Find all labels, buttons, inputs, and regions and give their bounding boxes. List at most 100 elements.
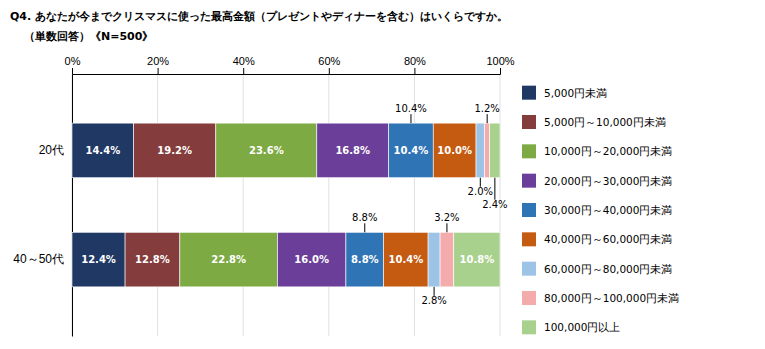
annotation: 2.8% (421, 287, 446, 306)
bar (384, 232, 429, 287)
tick: 60% (318, 55, 340, 74)
tick: 0% (65, 55, 81, 74)
annotation: 2.0% (468, 178, 493, 197)
leader-line (446, 223, 447, 232)
legend-swatch (522, 232, 536, 246)
bar (440, 232, 454, 287)
bar (180, 232, 278, 287)
grid (72, 74, 500, 336)
data-label: 16.0% (294, 254, 329, 265)
data-label: 10.4% (388, 254, 423, 265)
tick: 20% (147, 55, 169, 74)
chart: Q4. あなたが今までクリスマスに使った最高金額（プレゼントやディナーを含む）は… (0, 0, 765, 349)
bar (72, 232, 125, 287)
data-label: 22.8% (211, 254, 246, 265)
annotation-label: 10.4% (395, 103, 427, 114)
grid-line (243, 74, 244, 336)
legend-swatch (522, 291, 536, 305)
legend-item: 20,000円～30,000円未満 (522, 174, 672, 188)
leader-line (410, 114, 411, 123)
axis-line (72, 75, 73, 337)
annotation-label: 3.2% (434, 212, 459, 223)
data-label: 14.4% (85, 145, 120, 156)
tick-label: 40% (233, 55, 255, 67)
tick-mark (243, 68, 244, 74)
tick-label: 20代 (39, 143, 64, 157)
data-label: 10.4% (394, 145, 429, 156)
annotation: 2.4% (482, 178, 507, 210)
grid-line (72, 74, 73, 336)
annotation-label: 2.4% (482, 199, 507, 210)
tick: 100% (486, 55, 514, 74)
y-axis: 20代40～50代 (13, 75, 72, 337)
legend-swatch (522, 115, 536, 129)
tick: 80% (404, 55, 426, 74)
legend-swatch (522, 203, 536, 217)
legend-label: 30,000円～40,000円未満 (544, 204, 672, 216)
tick-label: 0% (65, 55, 81, 67)
legend-item: 80,000円～100,000円未満 (522, 291, 679, 305)
bars (72, 123, 500, 287)
bar (125, 232, 180, 287)
legend-item: 5,000円未満 (522, 86, 607, 100)
bar (346, 232, 384, 287)
bar (476, 123, 485, 178)
legend-swatch (522, 320, 536, 334)
tick-mark (414, 68, 415, 74)
data-label: 23.6% (249, 145, 284, 156)
legend-label: 5,000円～10,000円未満 (544, 116, 666, 128)
bar (317, 123, 389, 178)
legend-item: 30,000円～40,000円未満 (522, 203, 672, 217)
x-axis: 0% 20% 40% 60% 80% 100% (65, 55, 515, 75)
tick-mark (329, 68, 330, 74)
legend-swatch (522, 174, 536, 188)
legend-item: 100,000円以上 (522, 320, 620, 334)
annotation: 10.4% (395, 103, 427, 123)
leader-line (364, 223, 365, 232)
leader-line (487, 114, 488, 123)
bar (433, 123, 476, 178)
subtitle: （単数回答）《N=500》 (24, 30, 153, 43)
tick-mark (158, 68, 159, 74)
legend-swatch (522, 262, 536, 276)
tick-label: 80% (404, 55, 426, 67)
bar (72, 123, 134, 178)
annotation-label: 2.8% (421, 295, 446, 306)
annotation: 8.8% (352, 212, 377, 232)
bar (134, 123, 216, 178)
bar (428, 232, 440, 287)
data-labels: 14.4% 12.4% 19.2% 12.8% 23.6% 22.8% 16.8% 16.0%… (81, 145, 494, 265)
legend-item: 5,000円～10,000円未満 (522, 115, 666, 129)
title: Q4. あなたが今までクリスマスに使った最高金額（プレゼントやディナーを含む）は… (10, 10, 508, 23)
annotations: 10.4% 1.2% 2.0% 2.4% 8.8% 3.2% 2.8% (352, 103, 508, 306)
legend-item: 40,000円～60,000円未満 (522, 232, 672, 246)
data-label: 19.2% (157, 145, 192, 156)
grid-line (157, 74, 158, 336)
annotation-label: 1.2% (474, 103, 499, 114)
legend-label: 40,000円～60,000円未満 (544, 233, 672, 245)
legend-item: 60,000円～80,000円未満 (522, 262, 672, 276)
data-label: 16.8% (335, 145, 370, 156)
axis-line (73, 68, 501, 75)
data-label: 12.4% (81, 254, 116, 265)
legend-label: 10,000円～20,000円未満 (544, 145, 672, 157)
legend-label: 100,000円以上 (544, 321, 620, 333)
bar (277, 232, 345, 287)
data-label: 10.0% (437, 145, 472, 156)
bar (216, 123, 317, 178)
grid-line (328, 74, 329, 336)
tick: 20代 (39, 143, 72, 157)
data-label: 10.8% (460, 254, 495, 265)
legend-label: 80,000円～100,000円未満 (544, 292, 679, 304)
bar (389, 123, 434, 178)
annotation: 3.2% (434, 212, 459, 232)
data-label: 12.8% (135, 254, 170, 265)
legend-label: 5,000円未満 (544, 87, 607, 99)
tick-label: 60% (318, 55, 340, 67)
bar (485, 123, 490, 178)
tick-mark (500, 68, 501, 74)
data-label: 8.8% (351, 254, 379, 265)
legend-label: 20,000円～30,000円未満 (544, 175, 672, 187)
legend-label: 60,000円～80,000円未満 (544, 263, 672, 275)
annotation-label: 2.0% (468, 186, 493, 197)
